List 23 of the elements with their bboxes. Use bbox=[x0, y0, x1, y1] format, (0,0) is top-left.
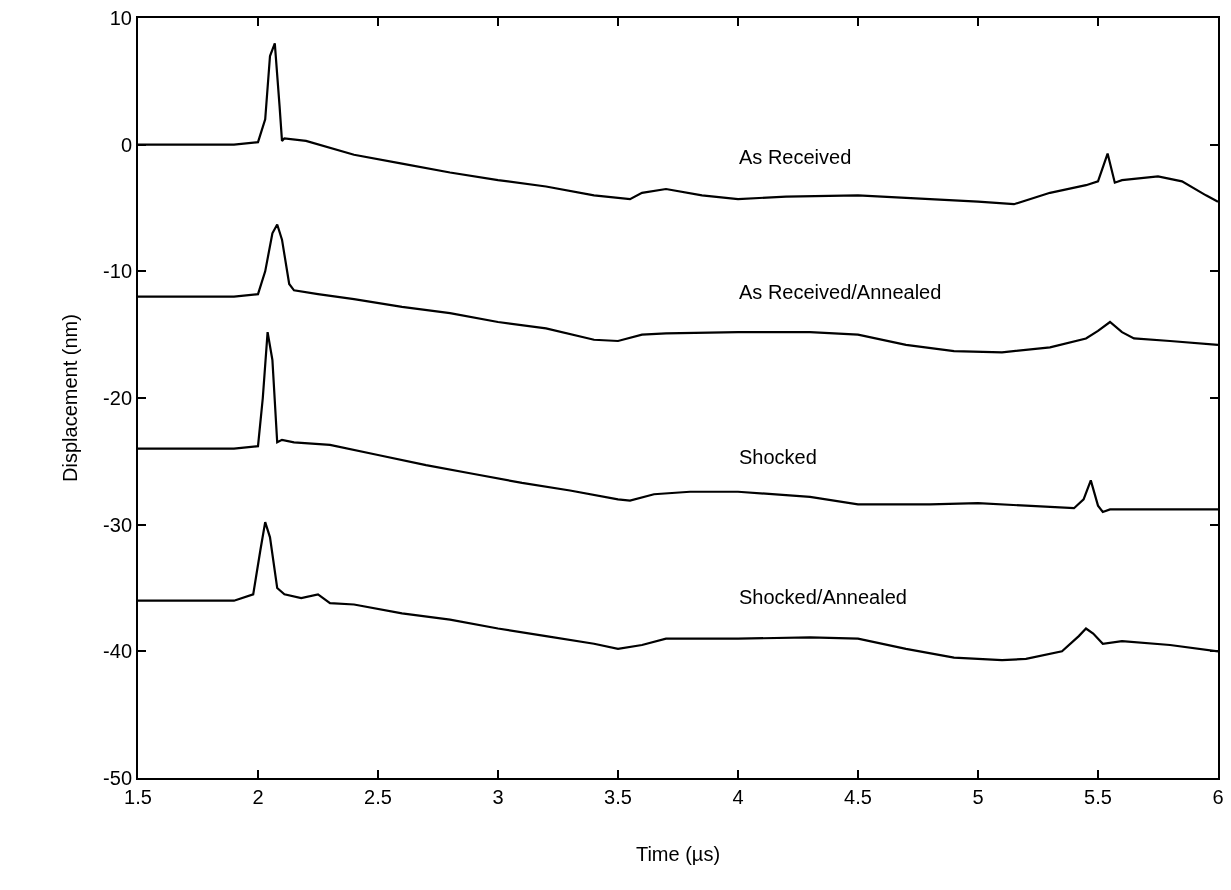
series-label: Shocked/Annealed bbox=[739, 586, 907, 608]
x-tick-label: 3 bbox=[492, 786, 504, 808]
x-tick-label: 4.5 bbox=[844, 786, 872, 808]
x-tick-label: 4 bbox=[732, 786, 744, 808]
y-tick-label: -50 bbox=[103, 767, 132, 789]
series-label: As Received bbox=[739, 146, 852, 168]
x-tick-label: 5.5 bbox=[1084, 786, 1112, 808]
x-tick-label: 2.5 bbox=[364, 786, 392, 808]
y-tick-label: -20 bbox=[103, 387, 132, 409]
y-tick-label: -30 bbox=[103, 513, 132, 536]
y-tick-label: -10 bbox=[103, 260, 132, 283]
x-axis-title: Time (µs) bbox=[635, 843, 721, 865]
x-tick-label: 3.5 bbox=[604, 786, 632, 808]
y-axis-title: Displacement (nm) bbox=[59, 314, 82, 482]
series-label: Shocked bbox=[739, 446, 817, 468]
x-tick-label: 2 bbox=[252, 786, 264, 808]
series-label: As Received/Annealed bbox=[739, 281, 942, 303]
x-tick-label: 1.5 bbox=[124, 786, 152, 808]
y-tick-label: 10 bbox=[109, 7, 132, 29]
x-tick-label: 5 bbox=[972, 786, 984, 808]
x-tick-label: 6 bbox=[1212, 786, 1224, 808]
y-tick-label: 0 bbox=[120, 133, 132, 156]
y-tick-label: -40 bbox=[103, 640, 132, 663]
